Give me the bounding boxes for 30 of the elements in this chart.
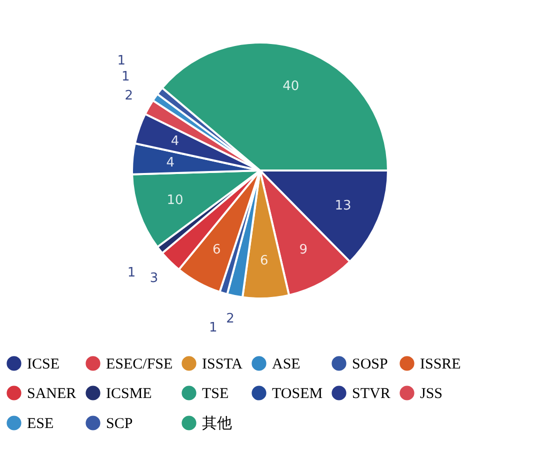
data-label: 1 (209, 320, 218, 336)
legend-label: JSS (420, 386, 443, 402)
data-label: 2 (226, 312, 234, 327)
data-label: 1 (117, 53, 126, 68)
data-label: 3 (150, 271, 158, 286)
data-label: 6 (260, 253, 268, 268)
legend-label: TSE (202, 386, 229, 402)
legend-label: ASE (272, 356, 300, 372)
legend-label: SOSP (352, 356, 388, 372)
data-label: 6 (212, 242, 221, 258)
data-label: 4 (170, 134, 180, 149)
data-label: 1 (127, 265, 136, 280)
data-label: 10 (166, 193, 184, 208)
data-label: 4 (166, 155, 175, 170)
legend-label: TOSEM (272, 386, 323, 402)
legend-label: ESEC/FSE (106, 356, 173, 372)
legend-label: ICSME (106, 386, 152, 402)
data-label: 40 (282, 78, 300, 94)
legend-label: ISSTA (202, 356, 243, 372)
data-label: 9 (299, 242, 308, 258)
data-label: 2 (124, 88, 133, 104)
legend-label: 其他 (202, 415, 232, 432)
legend-label: STVR (352, 386, 390, 402)
data-label: 1 (121, 70, 130, 85)
legend-label: ICSE (27, 356, 60, 372)
legend-label: ISSRE (420, 356, 461, 372)
legend-label: ESE (27, 416, 54, 432)
data-label: 13 (334, 198, 352, 214)
legend-label: SCP (106, 416, 133, 432)
legend-label: SANER (27, 386, 76, 402)
